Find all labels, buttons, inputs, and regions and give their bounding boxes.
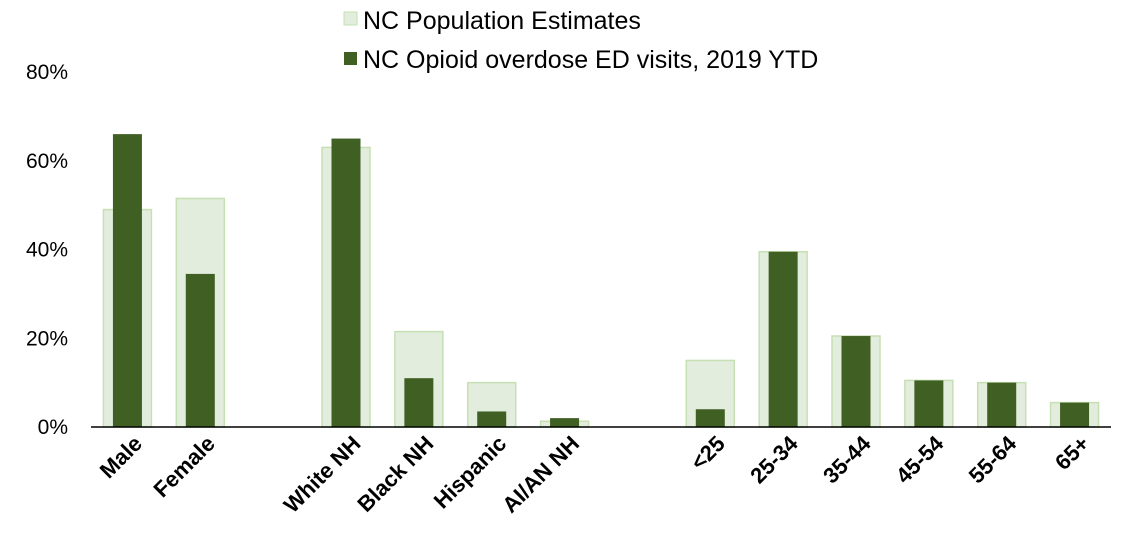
- x-tick-label-35-44: 35-44: [818, 430, 876, 488]
- bar-ed-visits-65-plus: [1060, 402, 1090, 427]
- x-tick-label-black-nh: Black NH: [352, 431, 438, 517]
- bar-ed-visits-white-nh: [331, 138, 361, 427]
- x-tick-label-25-34: 25-34: [745, 430, 803, 488]
- y-tick-label-60: 60%: [26, 150, 68, 173]
- legend-swatch-ed-visits: [344, 52, 357, 65]
- x-tick-label-45-54: 45-54: [891, 430, 949, 488]
- y-tick-label-20: 20%: [26, 327, 68, 350]
- x-tick-label-white-nh: White NH: [279, 431, 366, 518]
- x-tick-label-65-plus: 65+: [1050, 431, 1094, 475]
- y-tick-label-40: 40%: [26, 239, 68, 262]
- bar-ed-visits-female: [185, 273, 215, 427]
- legend: NC Population Estimates NC Opioid overdo…: [343, 7, 818, 74]
- bar-ed-visits-25-34: [768, 251, 798, 427]
- bar-ed-visits-55-64: [987, 382, 1017, 427]
- bar-ed-visits-black-nh: [404, 378, 434, 427]
- y-axis: 0% 20% 40% 60% 80%: [26, 61, 68, 439]
- legend-swatch-population: [343, 11, 358, 26]
- bars: [102, 134, 1100, 428]
- legend-label-population: NC Population Estimates: [363, 7, 641, 35]
- legend-label-ed-visits: NC Opioid overdose ED visits, 2019 YTD: [363, 46, 818, 74]
- bar-ed-visits-under-25: [695, 409, 725, 427]
- x-tick-label-male: Male: [95, 431, 147, 483]
- x-tick-label-55-64: 55-64: [964, 430, 1022, 488]
- bar-ed-visits-45-54: [914, 380, 944, 427]
- x-tick-label-female: Female: [149, 431, 220, 502]
- y-tick-label-0: 0%: [38, 416, 68, 439]
- x-tick-label-ai-an-nh: AI/AN NH: [497, 431, 584, 518]
- bar-ed-visits-35-44: [841, 336, 871, 427]
- x-tick-label-under-25: <25: [686, 431, 730, 475]
- y-tick-label-80: 80%: [26, 61, 68, 84]
- bar-ed-visits-ai-an-nh: [550, 418, 580, 427]
- bar-ed-visits-male: [112, 134, 142, 427]
- bar-ed-visits-hispanic: [477, 411, 507, 427]
